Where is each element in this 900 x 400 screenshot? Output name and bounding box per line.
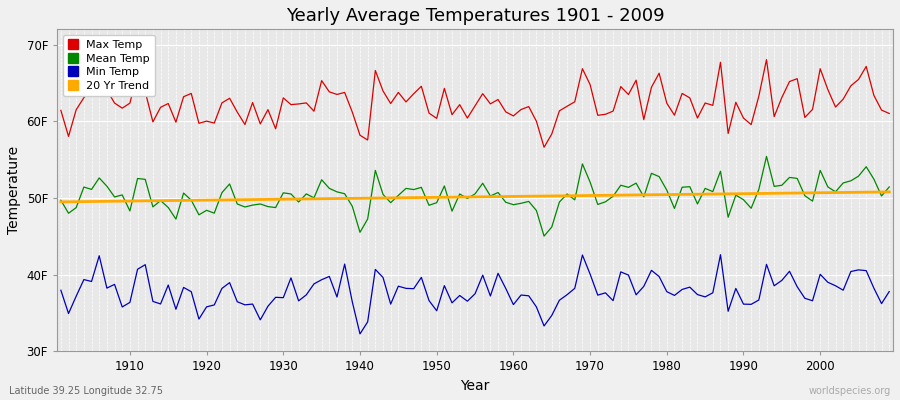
Title: Yearly Average Temperatures 1901 - 2009: Yearly Average Temperatures 1901 - 2009 (285, 7, 664, 25)
Legend: Max Temp, Mean Temp, Min Temp, 20 Yr Trend: Max Temp, Mean Temp, Min Temp, 20 Yr Tre… (63, 35, 155, 96)
Text: Latitude 39.25 Longitude 32.75: Latitude 39.25 Longitude 32.75 (9, 386, 163, 396)
Text: worldspecies.org: worldspecies.org (809, 386, 891, 396)
Y-axis label: Temperature: Temperature (7, 146, 21, 234)
X-axis label: Year: Year (461, 379, 490, 393)
